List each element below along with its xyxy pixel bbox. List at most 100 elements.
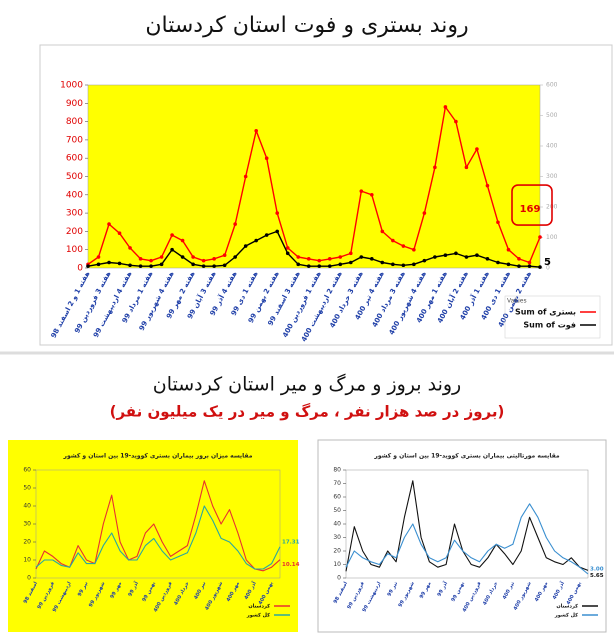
y2-tick-label: 300	[546, 173, 558, 180]
point	[380, 229, 385, 234]
point	[107, 260, 111, 265]
point	[422, 258, 427, 263]
point	[212, 264, 216, 268]
y-tick-label: 80	[333, 467, 341, 474]
y-tick-label: 10	[333, 561, 341, 568]
point	[506, 247, 511, 252]
point	[370, 193, 374, 197]
point	[254, 128, 258, 133]
point	[222, 263, 227, 268]
point	[191, 262, 195, 267]
legend-title: Values	[507, 298, 527, 305]
point	[201, 264, 206, 268]
point	[180, 238, 185, 243]
point	[348, 251, 353, 256]
point	[128, 263, 132, 268]
point	[159, 255, 164, 259]
point	[433, 255, 437, 259]
point	[149, 264, 153, 268]
point	[443, 253, 448, 257]
point	[317, 258, 322, 263]
plot-area	[87, 84, 541, 269]
y-tick-label: 10	[23, 557, 31, 564]
y-tick-label: 900	[66, 99, 83, 109]
end-label: 169	[520, 204, 541, 215]
y-tick-label: 100	[66, 245, 83, 255]
point	[454, 119, 458, 124]
end-label: 5	[544, 257, 551, 268]
y-tick-label: 50	[23, 485, 31, 492]
point	[264, 156, 269, 160]
y-tick-label: 400	[66, 190, 83, 200]
point	[517, 257, 521, 261]
point	[233, 255, 237, 259]
chart-title: مقایسه میزان بروز بیماران بستری کووید-19…	[63, 453, 253, 460]
point	[485, 257, 490, 261]
point	[506, 262, 511, 267]
page-title: روند بستری و فوت استان کردستان	[145, 13, 468, 38]
legend-label: Sum of فوت	[523, 321, 576, 330]
point	[475, 147, 479, 151]
y2-tick-label: 0	[546, 265, 550, 272]
section-title: روند بروز و مرگ و میر استان کردستان	[153, 374, 461, 396]
point	[96, 262, 101, 267]
y2-tick-label: 600	[546, 82, 558, 89]
y2-tick-label: 500	[546, 112, 558, 119]
y-tick-label: 200	[66, 227, 83, 237]
point	[285, 246, 290, 250]
line	[87, 230, 541, 268]
point	[222, 253, 227, 257]
point	[464, 165, 469, 170]
point	[170, 247, 174, 252]
point	[96, 255, 101, 259]
y-tick-label: 30	[333, 534, 341, 541]
point	[475, 253, 479, 257]
point	[285, 251, 290, 256]
point	[128, 246, 132, 250]
point	[370, 257, 374, 261]
point	[496, 260, 500, 265]
point	[359, 189, 364, 193]
y-tick-label: 30	[23, 521, 31, 528]
point	[327, 257, 332, 261]
y-tick-label: 60	[23, 467, 31, 474]
y-tick-label: 50	[333, 507, 341, 514]
y2-tick-label: 100	[546, 234, 558, 241]
y-tick-label: 40	[333, 521, 341, 528]
line	[345, 503, 589, 575]
plot-area	[35, 469, 281, 579]
y-tick-label: 700	[66, 135, 83, 145]
plot-area	[345, 469, 589, 579]
point	[296, 255, 301, 259]
point	[275, 229, 280, 234]
point	[433, 165, 437, 170]
end-label: 10.14	[282, 562, 300, 568]
point	[338, 255, 343, 259]
y-tick-label: 60	[333, 494, 341, 501]
y-tick-label: 300	[66, 209, 83, 219]
point	[107, 222, 111, 226]
point	[233, 222, 237, 226]
legend-box	[504, 295, 601, 339]
point	[485, 183, 490, 188]
point	[496, 220, 500, 225]
point	[454, 251, 458, 256]
point	[159, 262, 164, 267]
point	[412, 247, 416, 252]
point	[212, 257, 216, 261]
point	[296, 262, 301, 267]
y-tick-label: 800	[66, 117, 83, 127]
line	[345, 480, 589, 572]
point	[348, 260, 353, 265]
point	[180, 255, 185, 259]
legend-label: کل کشور	[554, 613, 578, 619]
y-tick-label: 40	[23, 503, 31, 510]
point	[338, 262, 343, 267]
chart-title: مقایسه مورتالیتی بیماران بستری کووید-19 …	[373, 453, 560, 460]
line	[35, 480, 281, 572]
point	[401, 244, 406, 248]
point	[359, 255, 364, 259]
point	[243, 174, 248, 179]
point	[527, 260, 532, 265]
y2-tick-label: 400	[546, 143, 558, 150]
